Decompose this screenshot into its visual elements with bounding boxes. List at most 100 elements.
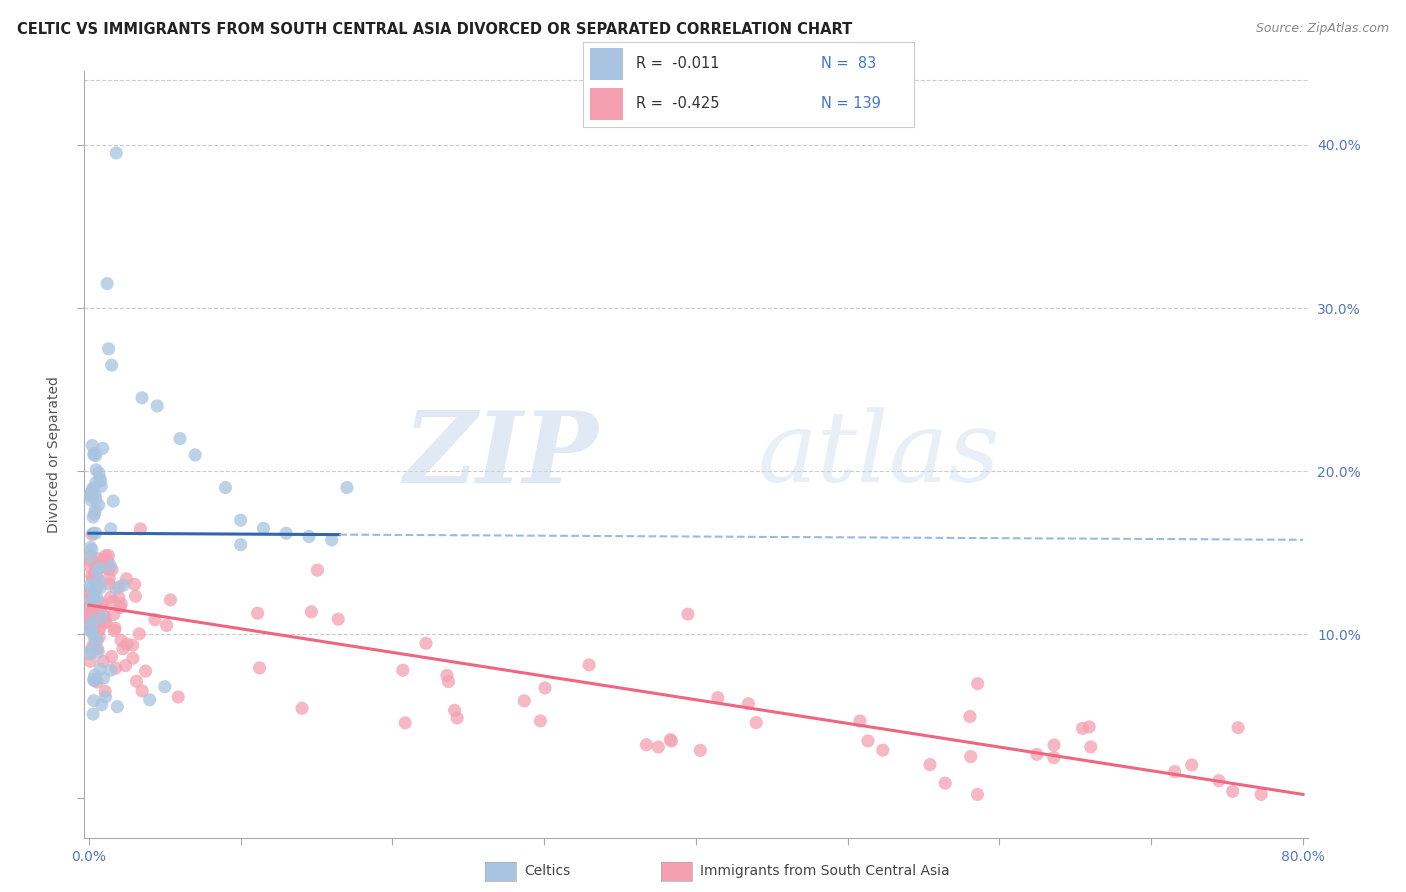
Point bbox=[91, 610, 114, 624]
Point bbox=[98, 577, 121, 591]
Point bbox=[115, 572, 138, 586]
Point bbox=[82, 614, 104, 628]
Point bbox=[82, 571, 104, 585]
Point bbox=[105, 581, 128, 595]
Point bbox=[1080, 739, 1102, 754]
Point bbox=[86, 564, 108, 578]
Point bbox=[966, 788, 988, 802]
Point bbox=[82, 623, 104, 637]
Point bbox=[89, 662, 111, 676]
Point bbox=[1025, 747, 1047, 762]
Point bbox=[100, 591, 122, 605]
Bar bbox=[591, 87, 623, 120]
Point bbox=[80, 594, 103, 608]
Point bbox=[131, 391, 153, 405]
Point bbox=[97, 562, 120, 576]
Point bbox=[82, 483, 104, 498]
Text: N = 139: N = 139 bbox=[821, 96, 882, 112]
Point bbox=[82, 526, 104, 541]
Point bbox=[328, 612, 350, 626]
Point bbox=[90, 479, 112, 493]
Point bbox=[100, 663, 122, 677]
Point bbox=[252, 521, 274, 535]
Point bbox=[89, 558, 111, 573]
Point bbox=[918, 757, 941, 772]
Point bbox=[103, 607, 125, 622]
Point bbox=[229, 538, 252, 552]
Point bbox=[84, 475, 107, 490]
Point bbox=[689, 743, 711, 757]
Point bbox=[1181, 758, 1204, 772]
Point bbox=[93, 654, 115, 668]
Point bbox=[80, 577, 103, 591]
Point bbox=[849, 714, 872, 728]
Point bbox=[89, 561, 111, 575]
Point bbox=[86, 641, 108, 656]
Point bbox=[84, 503, 107, 517]
Point bbox=[82, 642, 104, 657]
Point bbox=[108, 580, 131, 594]
Point bbox=[298, 529, 321, 543]
Point bbox=[83, 447, 105, 461]
Point bbox=[87, 623, 110, 637]
Point bbox=[856, 734, 879, 748]
Point bbox=[636, 738, 658, 752]
Text: Source: ZipAtlas.com: Source: ZipAtlas.com bbox=[1256, 22, 1389, 36]
Point bbox=[83, 584, 105, 599]
Point bbox=[79, 647, 101, 661]
Point bbox=[167, 690, 190, 704]
Point bbox=[79, 488, 101, 502]
Text: Celtics: Celtics bbox=[524, 864, 571, 879]
Point bbox=[94, 684, 117, 698]
Point bbox=[82, 640, 104, 654]
Point bbox=[100, 358, 122, 372]
Point bbox=[100, 522, 122, 536]
Point bbox=[249, 661, 271, 675]
Point bbox=[93, 671, 115, 685]
Point bbox=[1222, 784, 1244, 798]
Point bbox=[110, 633, 132, 648]
Point bbox=[79, 608, 101, 623]
Point bbox=[79, 606, 101, 620]
Point bbox=[112, 578, 135, 592]
Point bbox=[105, 145, 128, 160]
Point bbox=[100, 558, 122, 573]
Text: ZIP: ZIP bbox=[404, 407, 598, 503]
Point bbox=[299, 605, 322, 619]
Point bbox=[80, 542, 103, 557]
Point bbox=[229, 513, 252, 527]
Point bbox=[83, 573, 105, 587]
Point bbox=[89, 581, 111, 595]
Point bbox=[84, 491, 107, 506]
Point bbox=[80, 554, 103, 568]
Point bbox=[80, 493, 103, 508]
Point bbox=[246, 606, 269, 620]
Point bbox=[84, 583, 107, 598]
Point bbox=[90, 474, 112, 488]
Point bbox=[105, 699, 128, 714]
Point bbox=[86, 551, 108, 566]
Point bbox=[84, 673, 107, 687]
Point bbox=[436, 668, 458, 682]
Point bbox=[415, 636, 437, 650]
Point bbox=[446, 711, 468, 725]
Point bbox=[80, 600, 103, 615]
Point bbox=[291, 701, 314, 715]
Point bbox=[86, 580, 108, 594]
Point bbox=[79, 488, 101, 502]
Point bbox=[79, 617, 101, 632]
Point bbox=[79, 624, 101, 638]
Point bbox=[82, 481, 104, 495]
Point bbox=[82, 438, 104, 452]
Point bbox=[83, 694, 105, 708]
Point bbox=[124, 589, 146, 603]
Point bbox=[97, 549, 120, 563]
Point bbox=[87, 466, 110, 480]
Point bbox=[83, 617, 105, 632]
Point bbox=[79, 587, 101, 601]
Point bbox=[84, 599, 107, 613]
Point bbox=[84, 449, 107, 463]
Point bbox=[122, 651, 145, 665]
Point bbox=[1078, 720, 1101, 734]
Point bbox=[80, 606, 103, 620]
